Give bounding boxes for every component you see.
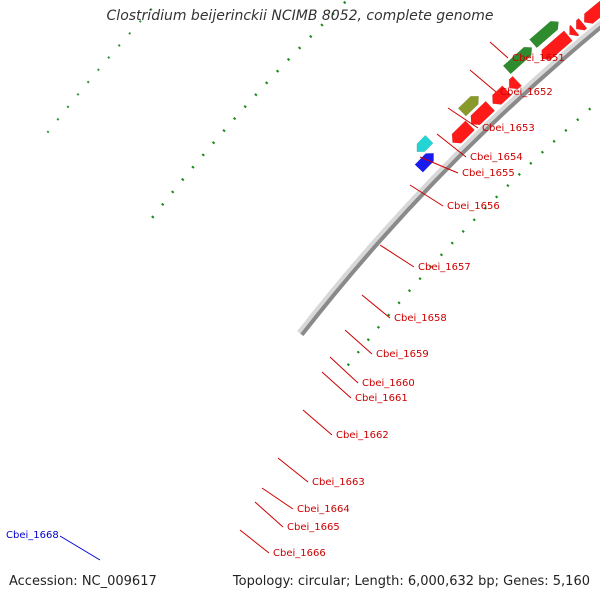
gene-feature-11 (575, 18, 588, 31)
gene-feature-17 (492, 85, 512, 105)
gene-label: Cbei_1657 (418, 262, 471, 273)
gene-feature-20 (451, 120, 475, 144)
gene-leader-line (361, 294, 391, 319)
gene-feature-13 (541, 30, 573, 61)
gene-label: Cbei_1662 (336, 430, 389, 441)
gene-leader-line (344, 329, 373, 355)
gene-label: Cbei_1661 (355, 393, 408, 404)
gene-features (414, 0, 600, 173)
gene-label: Cbei_1653 (482, 123, 535, 134)
gene-label: Cbei_1664 (297, 504, 350, 515)
gene-leader-line (239, 529, 270, 554)
gene-label: Cbei_1656 (447, 201, 500, 212)
gene-feature-15 (502, 46, 533, 75)
gene-leader-line (254, 501, 284, 528)
gene-label: Cbei_1658 (394, 313, 447, 324)
gene-label: Cbei_1668 (6, 530, 59, 541)
gene-leader-line (469, 69, 497, 93)
gene-leader-line (489, 41, 509, 59)
gene-label: Cbei_1665 (287, 522, 340, 533)
genome-backbone (297, 20, 600, 337)
gene-feature-21 (416, 134, 434, 153)
gene-leader-line (447, 107, 479, 129)
backbone-shadow (297, 20, 600, 335)
gene-leader-line (436, 133, 467, 158)
gene-leader-line (59, 535, 101, 561)
gene-feature-12 (569, 24, 580, 37)
gene-label: Cbei_1666 (273, 548, 326, 559)
gene-leader-line (329, 356, 359, 384)
topology-text: Topology: circular; Length: 6,000,632 bp… (232, 574, 590, 589)
gene-label: Cbei_1654 (470, 152, 523, 163)
gene-label: Cbei_1651 (512, 53, 565, 64)
gene-label: Cbei_1663 (312, 477, 365, 488)
gene-feature-19 (470, 100, 496, 126)
gene-leader-line (379, 244, 415, 268)
gene-leader-line (321, 371, 352, 399)
gene-label: Cbei_1660 (362, 378, 415, 389)
gene-label: Cbei_1652 (500, 87, 553, 98)
gene-leader-line (261, 487, 294, 510)
gene-feature-10 (583, 0, 600, 24)
gene-labels: Cbei_1651 Cbei_1652 Cbei_1653 Cbei_1654 Cbei… (6, 41, 565, 561)
gene-leader-line (277, 457, 309, 483)
gene-leader-line (302, 409, 333, 436)
gene-label: Cbei_1659 (376, 349, 429, 360)
gene-leader-line (409, 184, 444, 207)
gene-feature-14 (529, 20, 559, 49)
map-title: Clostridium beijerinckii NCIMB 8052, com… (106, 8, 494, 24)
gene-label: Cbei_1655 (462, 168, 515, 179)
gene-feature-18 (457, 95, 479, 117)
accession-text: Accession: NC_009617 (9, 574, 157, 589)
gene-feature-16 (508, 75, 522, 90)
gene-feature-22 (414, 153, 434, 173)
dotted-guide-ring-1 (151, 0, 350, 219)
gene-leader-line (419, 156, 459, 174)
backbone-line (300, 25, 600, 337)
